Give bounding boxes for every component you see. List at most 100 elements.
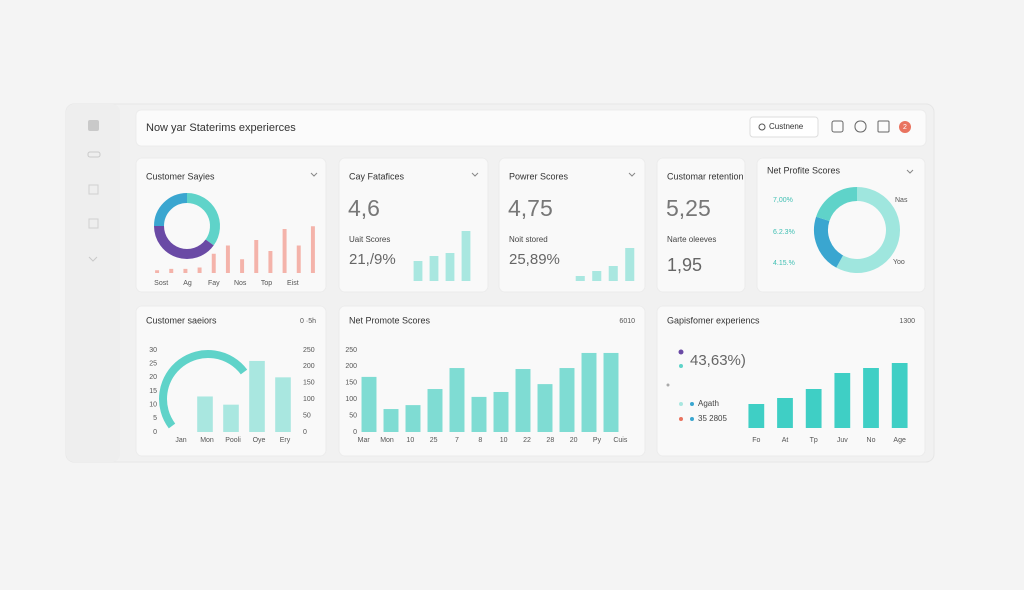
bar [748,404,765,428]
nav-icon[interactable] [88,218,99,229]
y-tick-label: 200 [345,363,357,370]
nav-icon[interactable] [87,151,101,158]
bar [183,268,188,273]
legend-dot [666,383,670,387]
x-tick-label: 7 [455,437,459,444]
y-tick-label: 100 [303,396,315,403]
bar [383,409,399,432]
bar [254,240,259,273]
bar [405,405,421,432]
legend-dot [690,417,694,421]
bar [445,253,455,281]
x-tick-label: Oye [253,437,266,444]
bar [310,226,315,273]
icon-button[interactable] [854,120,867,133]
header [135,109,927,147]
donut-segment [816,187,858,222]
card [656,157,746,293]
bar [240,259,245,273]
y-tick-label: 0 [153,429,157,436]
badge[interactable] [899,121,911,133]
sidebar [66,104,120,462]
y-tick-label: 30 [149,347,157,354]
kpi-value: 5,25 [666,195,711,221]
bar [223,404,239,432]
legend-highlight: 43,63%) [690,352,746,369]
y-tick-label: 250 [303,347,315,354]
bar [581,352,597,432]
bar [515,369,531,432]
y-tick-label: 25 [149,361,157,368]
legend-entry: 35 2805 [698,414,727,423]
card-title: Net Profite Scores [767,165,841,175]
legend-entry: Agath [698,399,719,408]
nav-icon[interactable] [88,256,98,262]
bar [197,396,213,432]
card-title: Customar retention [667,171,744,181]
x-tick-label: Jan [175,437,186,444]
user-icon [758,123,766,131]
bar [361,376,377,432]
kpi-label: Noit stored [509,235,548,244]
kpi-change: 25,89% [509,251,560,268]
donut-label: 6.2.3% [773,229,795,236]
y-tick-label: 15 [149,388,157,395]
x-tick-label: Mar [358,437,371,444]
x-tick-label: 20 [570,437,578,444]
x-tick-label: At [782,437,789,444]
y-tick-label: 5 [153,415,157,422]
y-tick-label: 50 [349,412,357,419]
bar [169,268,174,273]
donut-segment [186,193,220,246]
bar [429,256,439,281]
card [756,157,926,293]
nav-icon[interactable] [88,184,99,195]
y-tick-label: 0 [303,429,307,436]
donut-label: Nas [895,197,908,204]
x-tick-label: Fay [208,280,220,287]
icon-button[interactable] [877,120,890,133]
y-tick-label: 10 [149,402,157,409]
donut-label: 7,00% [773,197,793,204]
x-tick-label: Fo [752,437,760,444]
x-tick-label: Mon [200,437,214,444]
card-title: Customer saeiors [146,315,217,325]
bar [537,384,553,432]
bar [413,261,423,281]
card [498,157,646,293]
x-tick-label: Cuis [613,437,628,444]
x-tick-label: 10 [406,437,414,444]
bar [575,276,585,281]
kpi-label: Uait Scores [349,235,390,244]
dropdown-icon[interactable] [310,169,914,177]
kpi-change: 21,/9% [349,251,396,268]
donut-segment [814,216,844,268]
bar [625,248,635,281]
user-button[interactable] [749,116,819,138]
icon-button[interactable] [831,120,844,133]
bar [863,368,879,428]
kpi-label: Narte oleeves [667,235,716,244]
donut-label: Yoo [893,259,905,266]
y-tick-label: 150 [345,380,357,387]
bar [777,398,793,428]
legend-dot [690,402,694,406]
bar [834,373,851,428]
x-tick-label: No [867,437,876,444]
legend-dot [678,349,684,355]
nav-icon[interactable] [88,120,99,131]
legend-dot [679,402,683,406]
x-tick-label: Sost [154,280,168,287]
card-note: 0 ·5h [300,318,316,325]
header-title: Now yar Staterims experierces [146,122,296,134]
card-note: 6010 [619,318,635,325]
bar [427,389,443,432]
x-tick-label: 28 [546,437,554,444]
bar [891,363,908,428]
bar [608,266,618,281]
x-tick-label: Eist [287,280,299,287]
bar [249,360,265,432]
card-title: Customer Sayies [146,171,215,181]
bar [603,352,619,432]
